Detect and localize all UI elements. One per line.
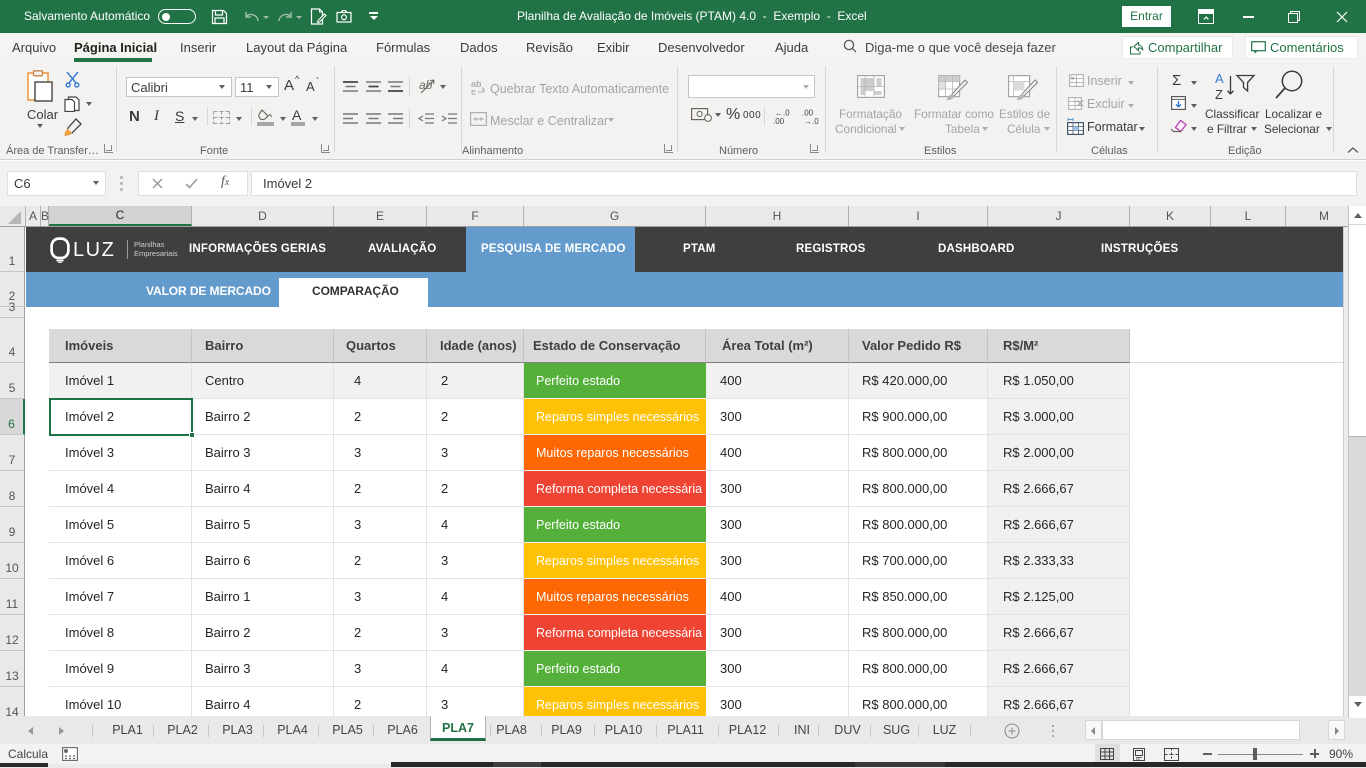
svg-text:.00: .00 bbox=[802, 109, 814, 118]
svg-text:Z: Z bbox=[1215, 87, 1223, 101]
svg-text:→.0: →.0 bbox=[804, 117, 819, 125]
svg-text:ab: ab bbox=[471, 79, 482, 89]
svg-text:←.0: ←.0 bbox=[775, 109, 790, 118]
svg-text:.00: .00 bbox=[773, 117, 785, 125]
svg-text:A: A bbox=[1215, 71, 1224, 86]
svg-text:c: c bbox=[471, 87, 476, 96]
svg-text:ab: ab bbox=[419, 78, 433, 92]
